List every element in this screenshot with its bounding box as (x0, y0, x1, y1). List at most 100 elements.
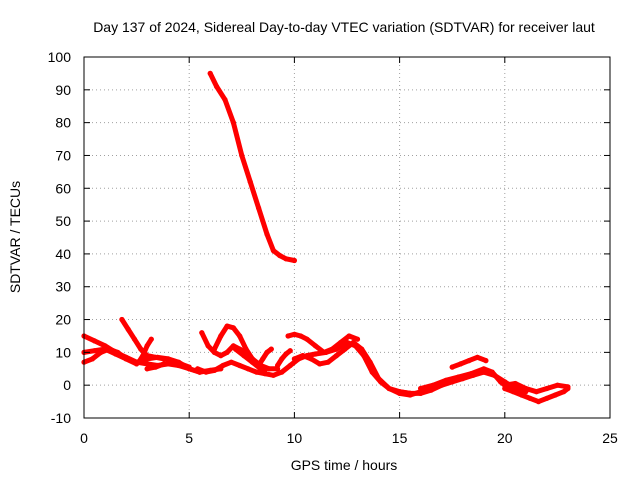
data-point (312, 343, 318, 349)
data-point (338, 339, 344, 346)
data-point (283, 351, 289, 357)
data-point (407, 390, 413, 396)
data-point (291, 257, 297, 264)
data-point (125, 326, 131, 332)
data-point (544, 395, 550, 401)
data-point (106, 346, 112, 352)
data-point (203, 369, 209, 375)
data-point (218, 353, 224, 359)
data-point (533, 389, 540, 395)
data-point (232, 346, 239, 352)
data-point (205, 343, 211, 349)
y-tick-label: 30 (55, 279, 71, 295)
data-point (148, 336, 154, 342)
data-point (152, 364, 159, 370)
data-point (449, 364, 455, 370)
data-point (241, 353, 247, 359)
data-point (283, 256, 289, 262)
data-point (214, 83, 220, 90)
data-point (119, 316, 125, 323)
data-point (207, 70, 213, 76)
series-track-n (291, 339, 424, 398)
data-point (131, 336, 138, 342)
x-tick-label: 25 (602, 430, 618, 446)
data-point (510, 389, 516, 395)
series-line (285, 331, 360, 355)
data-point (91, 348, 98, 354)
series-track-l (275, 348, 293, 369)
data-point (359, 346, 365, 352)
data-layer (81, 70, 571, 405)
y-tick-label: 10 (55, 344, 71, 360)
series-track-m (285, 331, 361, 355)
data-point (466, 358, 472, 364)
x-axis-label: GPS time / hours (291, 457, 398, 473)
data-point (199, 330, 205, 336)
data-point (256, 362, 262, 369)
data-point (386, 385, 392, 392)
data-point (89, 356, 95, 362)
data-point (291, 331, 297, 337)
data-point (230, 120, 236, 126)
data-point (554, 382, 561, 388)
y-tick-label: 0 (63, 377, 71, 393)
data-point (144, 343, 150, 349)
series-track-high (207, 70, 297, 264)
data-point (140, 353, 146, 359)
data-point (262, 367, 268, 373)
data-point (270, 372, 276, 378)
data-point (161, 361, 167, 367)
data-point (247, 179, 253, 185)
data-point (211, 346, 217, 352)
data-point (535, 399, 542, 405)
data-point (264, 349, 270, 355)
data-point (455, 374, 462, 380)
data-point (161, 356, 167, 362)
data-point (136, 359, 142, 365)
y-tick-label: 20 (55, 312, 71, 328)
data-point (430, 382, 436, 388)
data-point (342, 346, 348, 352)
data-point (224, 323, 230, 329)
data-point (264, 231, 270, 237)
series-track-s (502, 380, 571, 395)
y-tick-label: 70 (55, 147, 71, 163)
data-point (287, 362, 293, 369)
data-point (152, 354, 159, 360)
data-point (249, 359, 255, 365)
axis-ticks: 0 5 10 15 20 25 -10 0 10 20 30 40 50 60 70 80 90 100 (48, 49, 618, 446)
x-tick-label: 5 (185, 430, 193, 446)
data-point (329, 346, 335, 352)
data-point (443, 377, 449, 383)
data-point (502, 382, 508, 388)
data-point (279, 369, 285, 375)
data-point (291, 356, 297, 362)
data-point (397, 389, 403, 395)
y-tick-label: 40 (55, 246, 71, 262)
data-point (228, 359, 234, 365)
data-point (527, 395, 533, 401)
data-point (186, 364, 192, 370)
series-track-r (502, 385, 571, 405)
data-point (230, 325, 236, 331)
data-point (224, 349, 230, 355)
data-point (458, 361, 464, 367)
series-track-e (136, 336, 154, 365)
series-track-q (449, 354, 489, 370)
data-point (239, 152, 245, 159)
data-point (237, 362, 243, 369)
series-track-p (418, 366, 512, 392)
y-tick-label: 80 (55, 115, 71, 131)
y-tick-label: 50 (55, 213, 71, 229)
data-point (346, 333, 352, 339)
data-point (243, 346, 249, 352)
data-point (565, 384, 571, 390)
data-point (123, 356, 129, 362)
data-point (195, 366, 201, 372)
data-point (354, 336, 361, 342)
data-point (98, 349, 104, 355)
data-point (218, 333, 224, 339)
data-point (300, 353, 306, 359)
series-line (136, 336, 154, 365)
data-point (321, 349, 327, 355)
